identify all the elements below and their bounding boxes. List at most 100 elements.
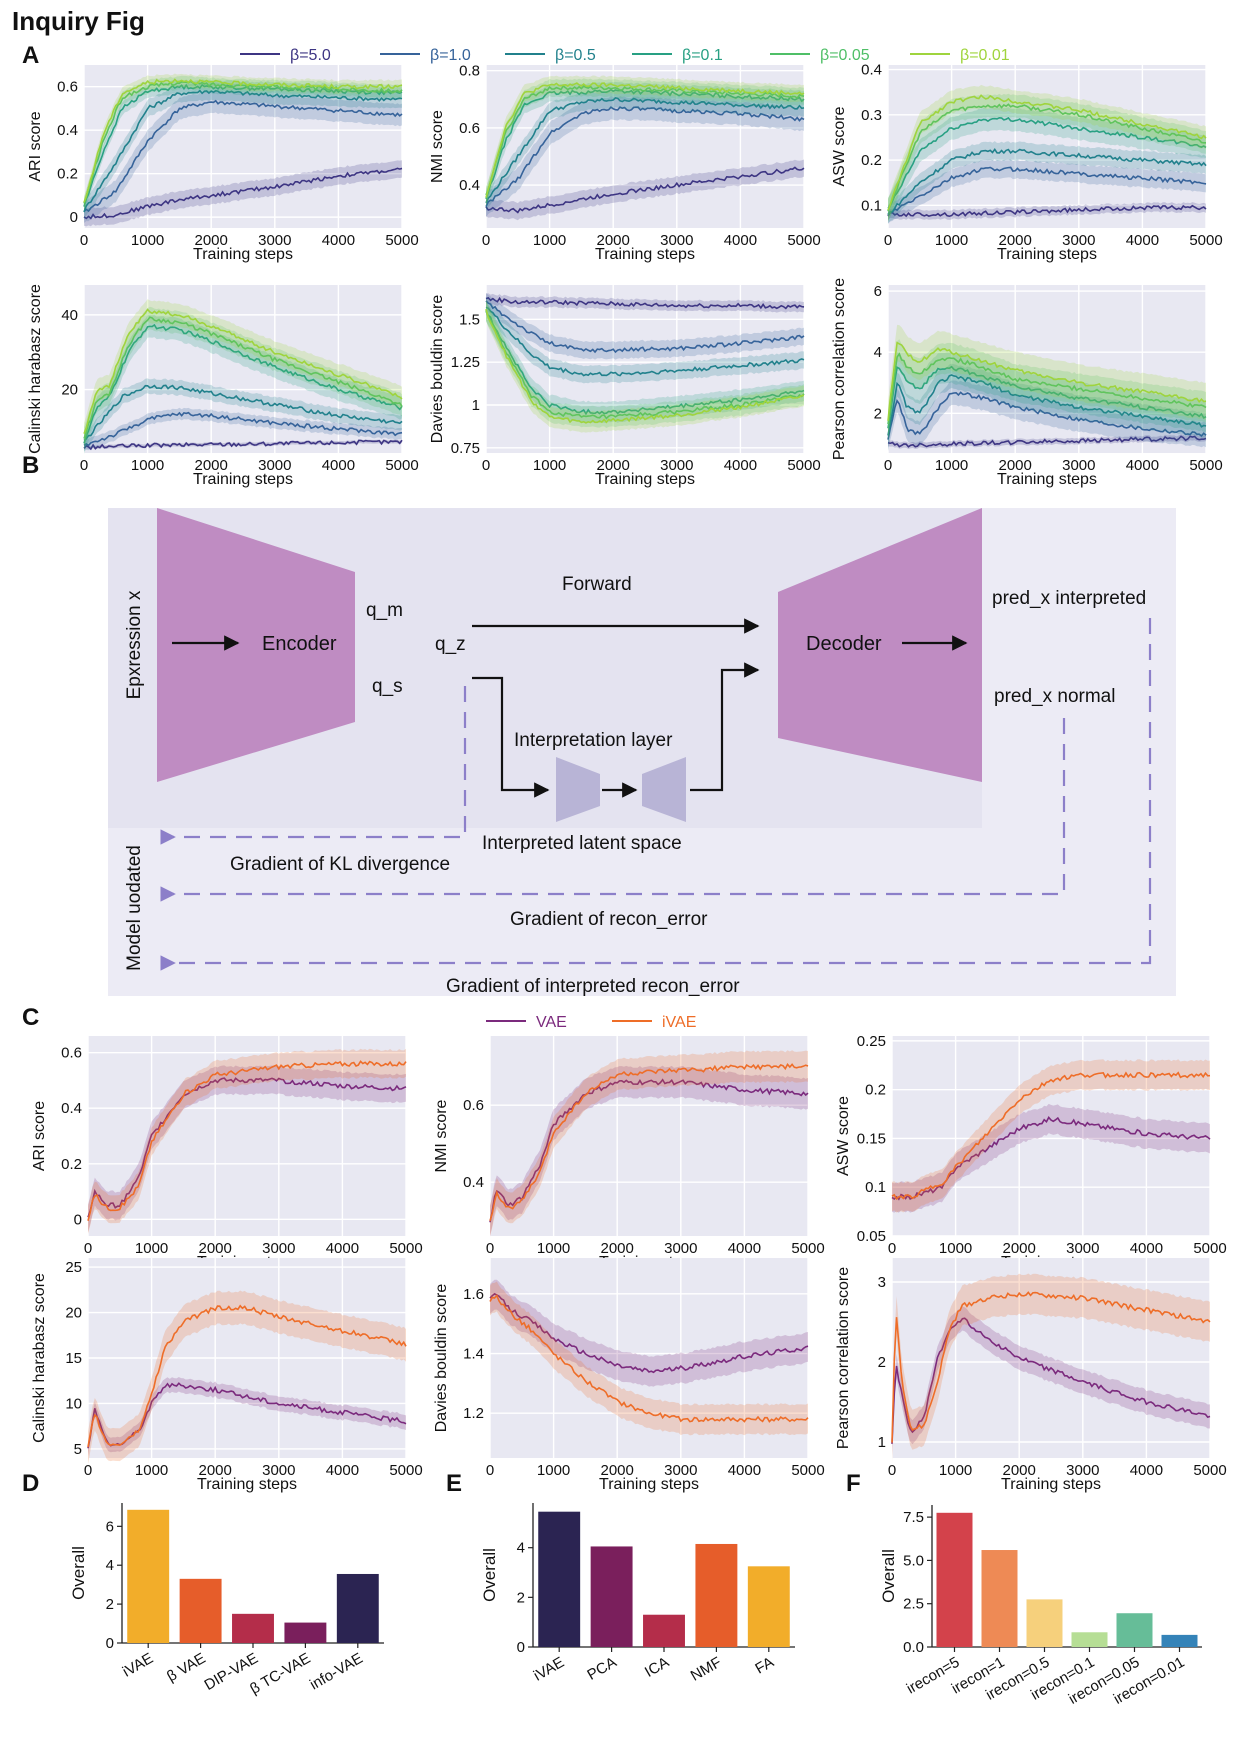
x-tick-label: 1000 [935, 232, 968, 249]
y-axis-label: Calinski harabasz score [27, 284, 44, 454]
x-axis-label: Training steps [599, 1476, 699, 1493]
chart-c3: 0100020003000400050000.050.10.150.20.25T… [835, 1033, 1227, 1271]
chart-a4: 0 1000 2000 3000 4000 5000 20 40 Training steps C… [27, 284, 419, 488]
x-tick-label: 1000 [131, 457, 164, 474]
series-line [489, 1063, 809, 1222]
panel-letter-c: C [22, 1004, 40, 1031]
y-tick-label: 4 [106, 1557, 114, 1574]
series-band [892, 1059, 1210, 1213]
bar [1161, 1634, 1198, 1647]
series-band [486, 300, 804, 428]
y-tick-label: 0.4 [57, 122, 78, 139]
interp-block-left [556, 757, 600, 822]
series-band [84, 75, 402, 211]
series-line [887, 391, 1207, 440]
y-tick-label: 7.5 [903, 1509, 924, 1526]
kl-gradient-arrow [160, 686, 467, 845]
pred-normal-label: pred_x normal [994, 686, 1115, 707]
q-s-label: q_s [372, 676, 403, 697]
x-tick-label: 4000 [728, 1240, 761, 1257]
y-tick-label: 0.2 [861, 152, 882, 169]
series-band [486, 75, 804, 206]
series-line [485, 310, 805, 416]
x-tick-label: 4000 [1126, 232, 1159, 249]
y-tick-label: 0.4 [861, 62, 882, 79]
x-tick-label: 3000 [660, 457, 693, 474]
y-tick-label: 15 [65, 1350, 82, 1367]
x-tick-label: 2000 [199, 1240, 232, 1257]
x-tick-label: PCA [584, 1654, 619, 1684]
y-axis-label: ASW score [831, 106, 848, 186]
bar [1026, 1599, 1063, 1647]
series-line [887, 103, 1207, 212]
x-tick-label: 3000 [1062, 457, 1095, 474]
y-tick-label: 20 [61, 382, 78, 399]
x-tick-label: 3000 [258, 232, 291, 249]
q-m-label: q_m [366, 600, 403, 621]
x-axis-label: Training steps [595, 471, 695, 488]
interp-output-arrow [690, 662, 760, 792]
x-tick-label: 5000 [389, 1240, 422, 1257]
legend-label: VAE [536, 1014, 567, 1031]
bar [643, 1614, 685, 1647]
series-band [84, 378, 402, 449]
chart-c6: 0 1000 2000 3000 4000 5000 1 2 3 Training steps Pe… [835, 1258, 1227, 1493]
x-tick-label: iVAE [531, 1654, 567, 1685]
series-line [887, 435, 1207, 448]
x-tick-label: 0 [884, 457, 892, 474]
forward-label: Forward [562, 574, 632, 595]
plot-area [88, 1036, 406, 1236]
series-line [87, 1060, 407, 1221]
series-line [87, 1077, 407, 1218]
panel-letter-d: D [22, 1470, 40, 1497]
grad-interp-label: Gradient of interpreted recon_error [446, 976, 740, 997]
series-band [88, 1290, 406, 1465]
x-tick-label: 2000 [601, 1462, 634, 1479]
y-tick-label: 2 [874, 405, 882, 422]
x-axis-label: Training steps [1001, 1476, 1101, 1493]
y-tick-label: 0.2 [865, 1082, 886, 1099]
series-band [486, 90, 804, 212]
y-axis-label: Overall [69, 1546, 88, 1600]
x-tick-label: 2000 [199, 1462, 232, 1479]
x-tick-label: 5000 [1189, 232, 1222, 249]
encoder-block [157, 508, 355, 782]
x-tick-label: 0 [888, 1240, 896, 1257]
series-band [84, 407, 402, 452]
y-tick-label: 2 [106, 1596, 114, 1613]
x-tick-label: NMF [688, 1654, 725, 1685]
x-tick-label: 3000 [258, 457, 291, 474]
series-line [891, 1291, 1211, 1443]
y-tick-label: 1 [472, 397, 480, 414]
panel-letter-a: A [22, 42, 40, 69]
series-line [887, 166, 1207, 216]
series-band [486, 292, 804, 360]
series-band [486, 96, 804, 218]
y-tick-label: 5 [74, 1441, 82, 1458]
y-tick-label: 0.2 [57, 166, 78, 183]
x-tick-label: 4000 [724, 457, 757, 474]
x-tick-label: 2000 [999, 232, 1032, 249]
series-line [83, 316, 403, 439]
chart-a6: 0 1000 2000 3000 4000 5000 2 4 6 Training steps Pe… [831, 278, 1223, 488]
chart-c4: 0 1000 2000 3000 4000 5000 5 10 15 20 25 Training s… [31, 1258, 423, 1493]
x-tick-label: iVAE [120, 1650, 156, 1681]
series-band [84, 299, 402, 446]
x-tick-label: 4000 [322, 232, 355, 249]
y-axis-label: Pearson correlation score [831, 278, 848, 460]
chart-c1: 01000200030004000500000.20.40.6Training … [31, 1036, 423, 1271]
x-tick-label: 0 [486, 1462, 494, 1479]
x-tick-label: 1000 [939, 1240, 972, 1257]
x-tick-label: 5000 [791, 1240, 824, 1257]
series-line [83, 80, 403, 204]
x-tick-label: 3000 [660, 232, 693, 249]
x-tick-label: 4000 [724, 232, 757, 249]
series-band [892, 1273, 1210, 1463]
y-tick-label: 0.6 [463, 1097, 484, 1114]
series-band [84, 82, 402, 221]
x-tick-label: 0 [84, 1240, 92, 1257]
x-axis-label: Training steps [197, 1476, 297, 1493]
x-tick-label: 1000 [131, 232, 164, 249]
